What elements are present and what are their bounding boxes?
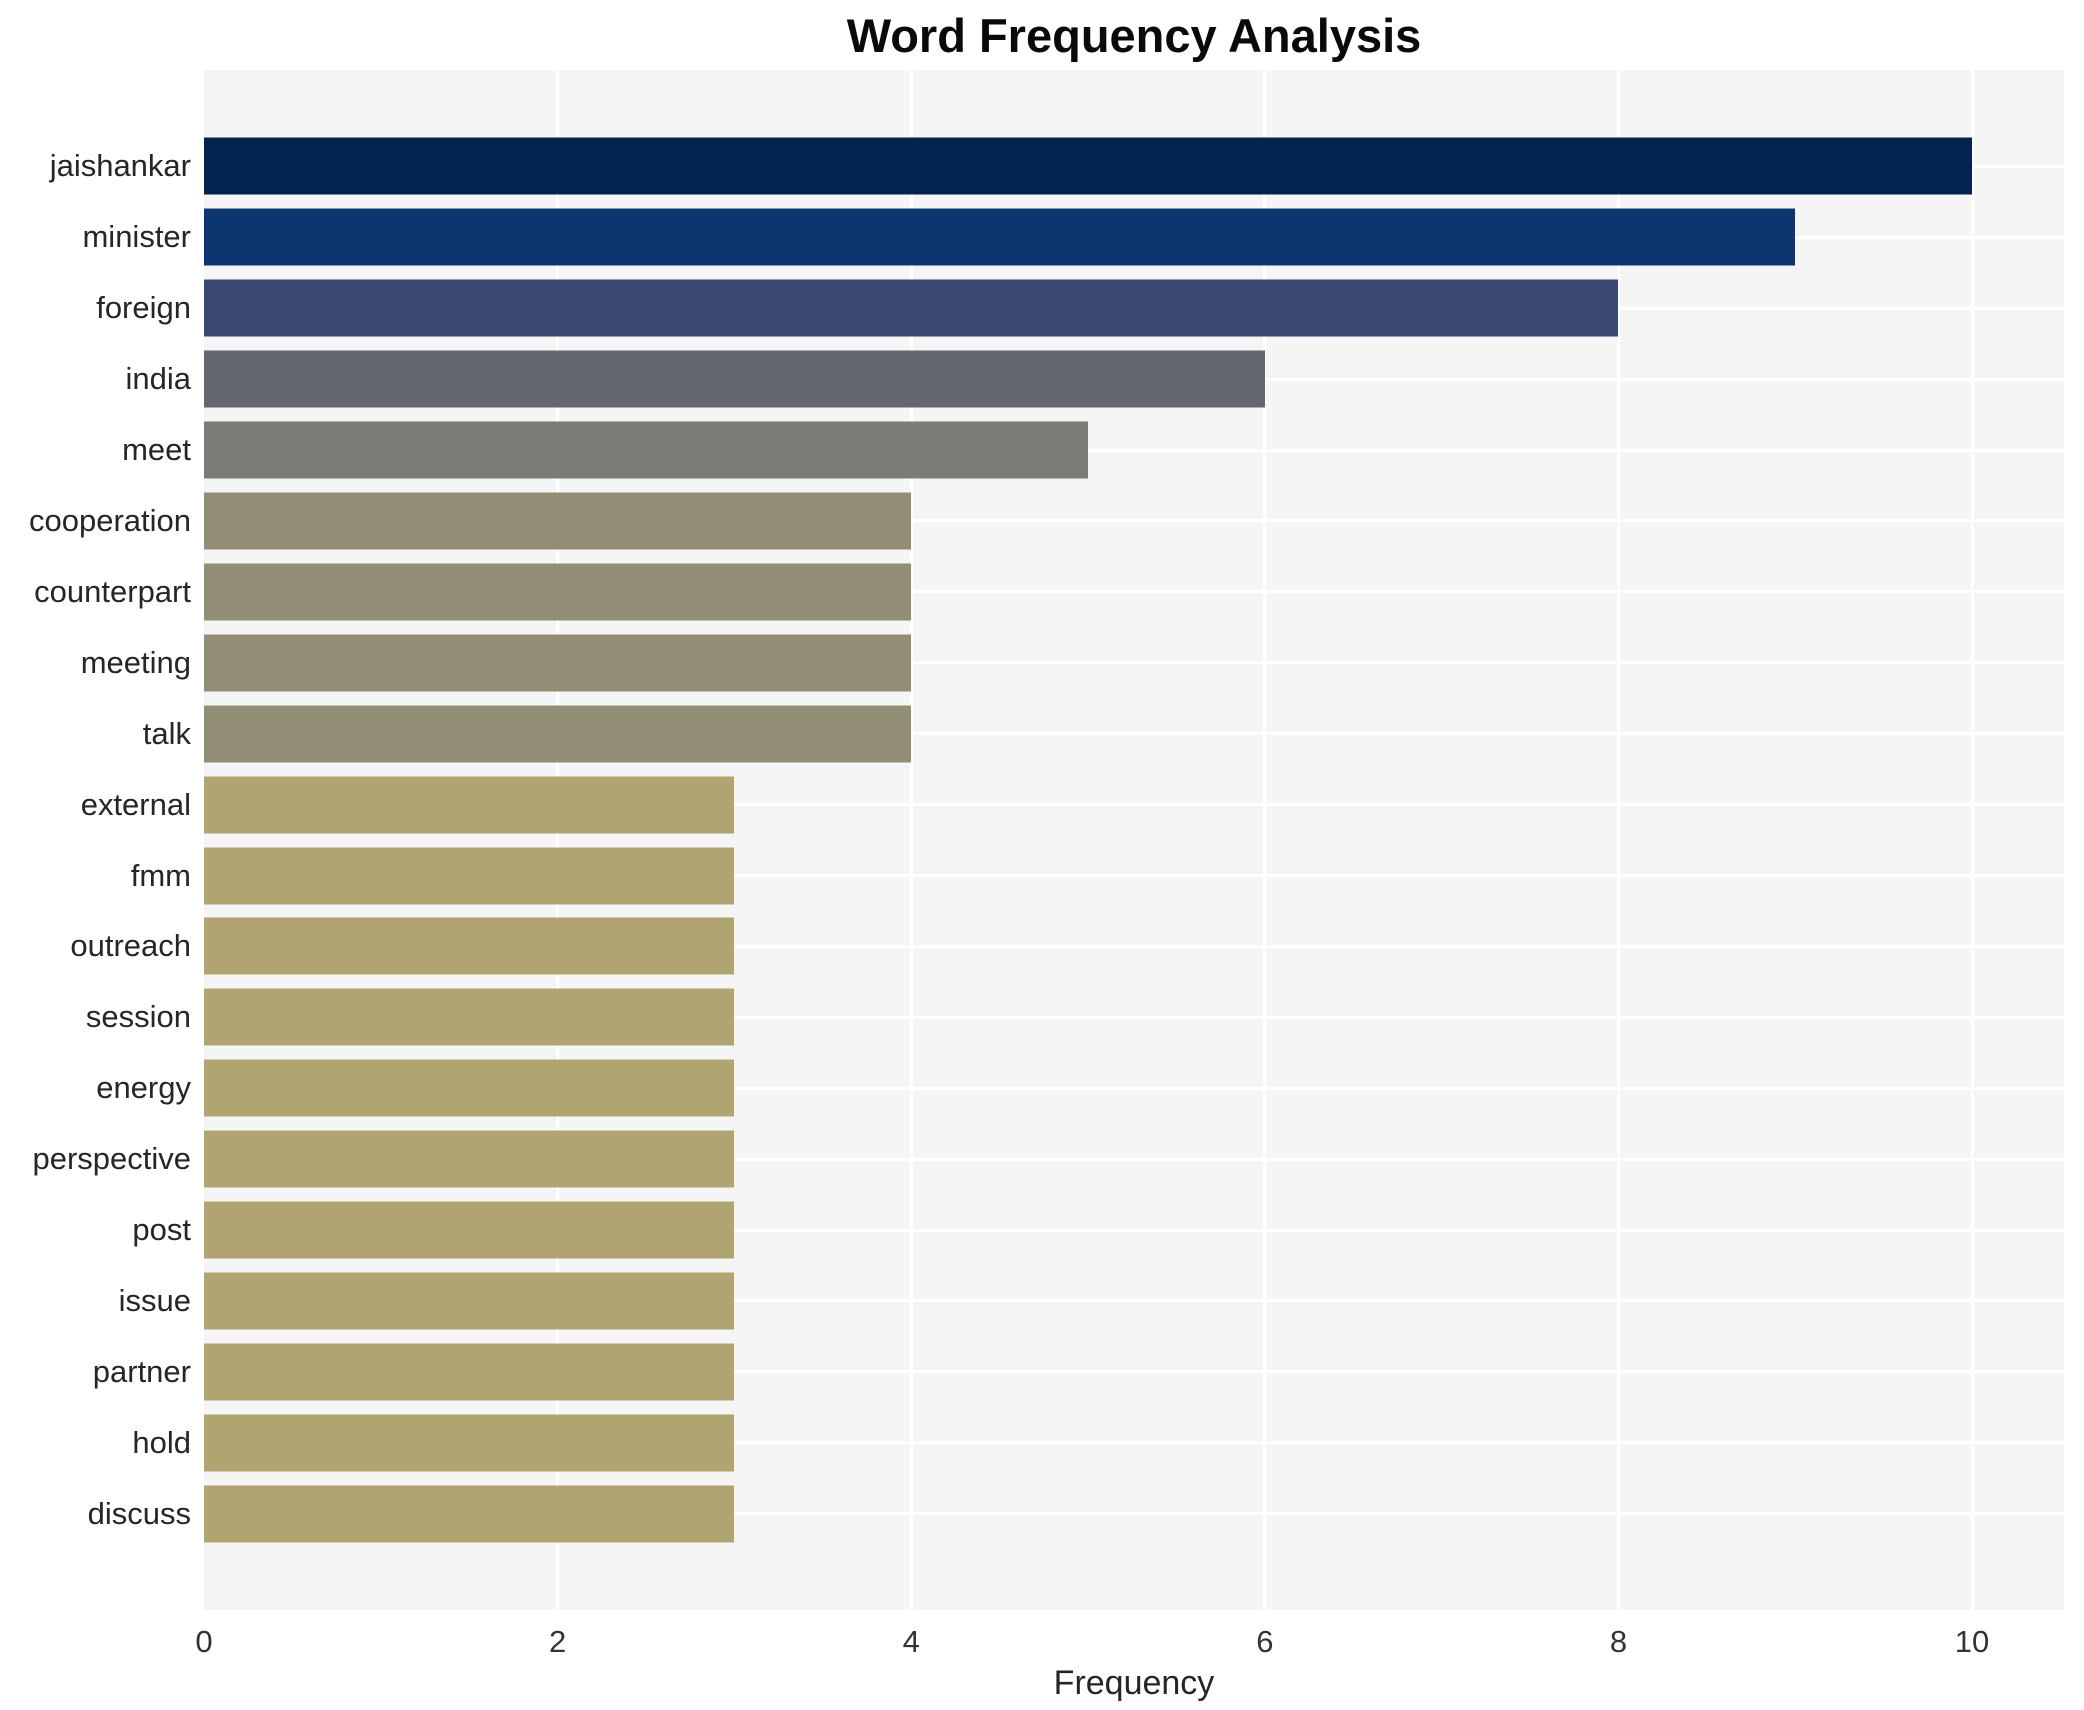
category-label: fmm	[130, 857, 191, 893]
bar-row: discuss	[88, 1478, 2064, 1549]
frequency-bar	[204, 705, 912, 763]
horizontal-gridline	[204, 1228, 2064, 1232]
category-label: foreign	[96, 290, 191, 326]
bar-row: fmm	[131, 840, 2064, 911]
frequency-bar	[204, 1201, 735, 1259]
frequency-bar	[204, 350, 1265, 408]
category-label: talk	[142, 715, 191, 751]
bar-row: meet	[122, 415, 2064, 486]
bar-row: meeting	[81, 627, 2064, 698]
horizontal-gridline	[204, 1015, 2064, 1019]
bar-row: perspective	[32, 1124, 2064, 1195]
frequency-bar	[204, 208, 1796, 266]
category-label: external	[80, 786, 191, 822]
vertical-gridline	[1970, 70, 1974, 1610]
vertical-gridline	[909, 70, 913, 1610]
bar-row: session	[86, 982, 2064, 1053]
bar-row: hold	[132, 1407, 2064, 1478]
horizontal-gridline	[204, 661, 2064, 665]
frequency-bar	[204, 1130, 735, 1188]
horizontal-gridline	[204, 1086, 2064, 1090]
category-label: issue	[118, 1282, 191, 1318]
frequency-bar	[204, 563, 912, 621]
category-label: partner	[92, 1353, 191, 1389]
bar-row: foreign	[96, 273, 2064, 344]
frequency-bar	[204, 421, 1089, 479]
bar-row: external	[81, 769, 2064, 840]
vertical-gridline	[1616, 70, 1620, 1610]
bar-row: partner	[93, 1336, 2064, 1407]
bar-row: counterpart	[34, 556, 2064, 627]
frequency-bar	[204, 634, 912, 692]
category-label: counterpart	[34, 573, 191, 609]
horizontal-gridline	[204, 1299, 2064, 1303]
frequency-bar	[204, 988, 735, 1046]
frequency-bar	[204, 1414, 735, 1472]
frequency-bar	[204, 847, 735, 905]
horizontal-gridline	[204, 944, 2064, 948]
bar-row: issue	[119, 1266, 2064, 1337]
chart-title: Word Frequency Analysis	[846, 9, 1422, 62]
bar-row: india	[126, 344, 2064, 415]
frequency-bar	[204, 137, 1973, 195]
bar-row: jaishankar	[50, 131, 2064, 202]
category-label: jaishankar	[49, 148, 191, 184]
x-axis: 0 2 4 6 8 10	[195, 1610, 2064, 1660]
category-label: india	[125, 361, 192, 397]
frequency-bar	[204, 492, 912, 550]
bar-row: outreach	[70, 911, 2064, 982]
category-label: energy	[96, 1070, 191, 1106]
frequency-bar	[204, 776, 735, 834]
horizontal-gridline	[204, 1157, 2064, 1161]
frequency-bar	[204, 1272, 735, 1330]
horizontal-gridline	[204, 803, 2064, 807]
horizontal-gridline	[204, 519, 2064, 523]
x-tick-label: 10	[1954, 1624, 1990, 1659]
category-label: hold	[132, 1424, 191, 1460]
frequency-bar	[204, 279, 1619, 337]
category-label: minister	[82, 219, 191, 255]
category-label: perspective	[32, 1141, 191, 1177]
frequency-bar	[204, 917, 735, 975]
frequency-bar	[204, 1059, 735, 1117]
category-label: meet	[122, 432, 191, 468]
horizontal-gridline	[204, 874, 2064, 878]
horizontal-gridline	[204, 590, 2064, 594]
category-label: discuss	[87, 1495, 191, 1531]
vertical-gridline	[1263, 70, 1267, 1610]
x-axis-label: Frequency	[1053, 1664, 1215, 1702]
category-label: cooperation	[28, 502, 191, 538]
x-tick-label: 6	[1256, 1624, 1274, 1659]
horizontal-gridline	[204, 1370, 2064, 1374]
horizontal-gridline	[204, 732, 2064, 736]
bar-row: minister	[82, 202, 2064, 273]
vertical-gridline	[556, 70, 560, 1610]
bar-rows: jaishankar minister foreign india meet c…	[29, 70, 2064, 1610]
x-tick-label: 8	[1609, 1624, 1628, 1659]
bar-row: post	[132, 1195, 2064, 1266]
x-tick-label: 2	[548, 1624, 567, 1659]
frequency-bar	[204, 1485, 735, 1543]
bar-row: talk	[143, 698, 2064, 769]
plot-area: jaishankar minister foreign india meet c…	[29, 70, 2064, 1610]
bar-row: cooperation	[29, 486, 2064, 557]
frequency-bar	[204, 1343, 735, 1401]
horizontal-gridline	[204, 1441, 2064, 1445]
category-label: outreach	[70, 928, 191, 964]
bar-row: energy	[96, 1053, 2064, 1124]
horizontal-gridline	[204, 448, 2064, 452]
horizontal-gridline	[204, 1512, 2064, 1516]
category-label: post	[132, 1212, 191, 1248]
category-label: meeting	[80, 644, 191, 680]
category-label: session	[85, 999, 191, 1035]
x-tick-label: 0	[195, 1624, 213, 1659]
x-tick-label: 4	[902, 1624, 920, 1659]
